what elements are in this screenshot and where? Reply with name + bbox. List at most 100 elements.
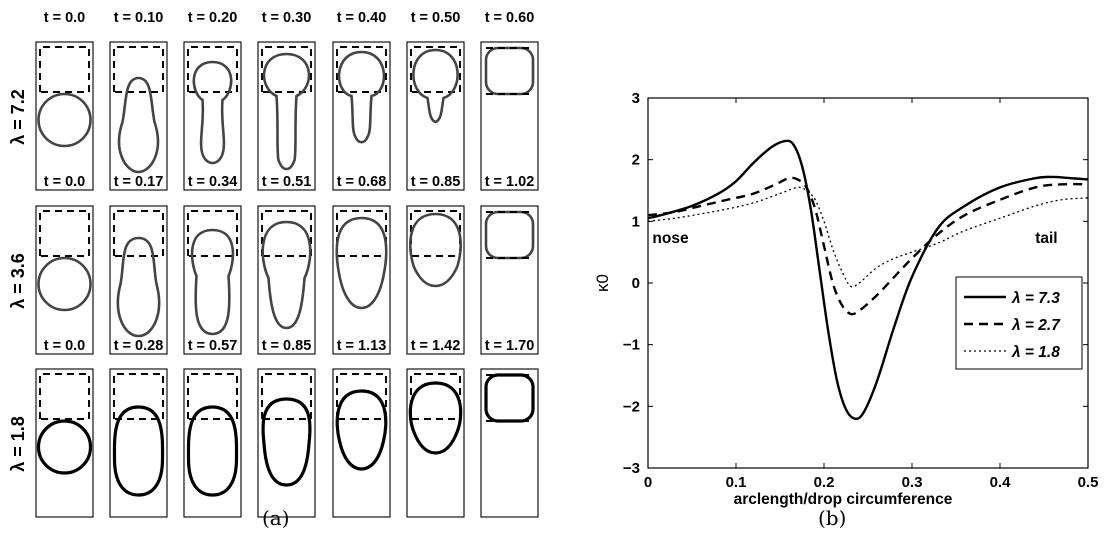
dashed-outline: [336, 210, 387, 257]
drop-shape: [484, 210, 535, 260]
frame-box: [406, 368, 465, 518]
annotation: tail: [1035, 230, 1057, 247]
panel-a-caption: (a): [262, 506, 290, 530]
dashed-outline: [336, 46, 387, 93]
dashed-outline: [261, 46, 312, 93]
frame-box: [183, 205, 242, 355]
lambda-row-label: λ = 3.6: [8, 253, 28, 309]
frame-box: [257, 368, 316, 518]
frame-box: [35, 41, 94, 191]
y-axis-label: κ0: [593, 274, 612, 292]
drop-shape: [192, 60, 233, 165]
dashed-outline: [261, 210, 312, 257]
drop-shape: [190, 228, 235, 336]
legend-label: λ = 1.8: [1011, 344, 1060, 361]
drop-shape: [262, 52, 311, 171]
drop-shape-grid: λ = 7.2 t = 0.0 t = 0.10 t = 0.20 t = 0.30 t …: [8, 10, 539, 518]
time-label: t = 0.34: [188, 174, 238, 190]
time-label: t = 0.30: [262, 10, 312, 26]
time-label: t = 0.0: [44, 338, 86, 354]
lambda-row-label: λ = 7.2: [8, 89, 28, 145]
frame-box: [332, 368, 391, 518]
drop-shape: [335, 389, 388, 471]
frame-box: [183, 41, 242, 191]
frame-box: [406, 41, 465, 191]
dashed-outline: [486, 47, 533, 95]
frame-box: [35, 368, 94, 518]
curvature-chart: 0 0.1 0.2 0.3 0.4 0.5 3 2 1 0 −1 −2 −3 arclength/drop…: [593, 90, 1098, 508]
drop-shape: [408, 381, 463, 455]
x-tick-label: 0.2: [814, 474, 835, 491]
dashed-outline: [39, 46, 90, 93]
frame-box: [480, 368, 539, 518]
y-tick-label: 1: [632, 213, 640, 230]
dashed-outline: [336, 373, 387, 420]
panel-a-drop-shapes: λ = 7.2 t = 0.0 t = 0.10 t = 0.20 t = 0.30 t …: [0, 0, 560, 536]
time-label: t = 0.10: [114, 10, 164, 26]
frame-box: [35, 205, 94, 355]
dashed-outline: [187, 210, 238, 257]
dashed-outline: [486, 211, 533, 259]
drop-row: λ = 1.8 t = 0.0 t = 0.28 t = 0.57 t = 0.85 t …: [8, 338, 539, 518]
time-label: t = 0.57: [188, 338, 238, 354]
drop-shape: [412, 48, 459, 124]
time-label: t = 0.60: [485, 10, 535, 26]
dashed-outline: [187, 373, 238, 420]
x-tick-label: 0.1: [726, 474, 747, 491]
x-tick-label: 0.4: [990, 474, 1012, 491]
drop-row: λ = 7.2 t = 0.0 t = 0.10 t = 0.20 t = 0.30 t …: [8, 10, 539, 191]
drop-shape: [186, 405, 239, 497]
dashed-outline: [410, 46, 461, 93]
y-tick-label: −2: [623, 398, 640, 415]
time-label: t = 0.40: [337, 10, 387, 26]
frame-box: [480, 205, 539, 355]
drop-shape: [484, 373, 535, 423]
drop-shape: [409, 212, 462, 288]
drop-shape: [37, 92, 92, 148]
dashed-outline: [39, 210, 90, 257]
frame-box: [183, 368, 242, 518]
time-label: t = 0.20: [188, 10, 238, 26]
x-tick-label: 0.3: [902, 474, 923, 491]
dashed-outline: [410, 210, 461, 257]
y-tick-label: 2: [632, 152, 640, 169]
time-label: t = 0.0: [44, 10, 86, 26]
frame-box: [109, 41, 168, 191]
time-label: t = 0.51: [262, 174, 312, 190]
dashed-outline: [39, 373, 90, 420]
dashed-outline: [261, 373, 312, 420]
legend-label: λ = 2.7: [1011, 317, 1061, 334]
dashed-outline: [113, 46, 164, 93]
series-line: [648, 176, 1088, 316]
time-label: t = 0.17: [114, 174, 164, 190]
time-label: t = 1.42: [411, 338, 461, 354]
frame-box: [480, 41, 539, 191]
time-label: t = 0.85: [262, 338, 312, 354]
time-label: t = 0.0: [44, 174, 86, 190]
y-tick-label: −1: [623, 337, 640, 354]
drop-shape: [117, 76, 160, 174]
drop-shape: [112, 405, 165, 497]
time-label: t = 0.85: [411, 174, 461, 190]
drop-shape: [37, 256, 92, 312]
drop-shape: [116, 236, 161, 338]
frame-box: [257, 205, 316, 355]
y-tick-label: 3: [632, 90, 640, 107]
frame-box: [332, 205, 391, 355]
time-label: t = 1.13: [337, 338, 387, 354]
x-axis-label: arclength/drop circumference: [734, 491, 953, 508]
dashed-outline: [486, 374, 533, 422]
panel-b-curvature-chart: 0 0.1 0.2 0.3 0.4 0.5 3 2 1 0 −1 −2 −3 arclength/drop…: [560, 0, 1118, 536]
drop-shape: [484, 46, 535, 96]
drop-shape: [261, 397, 312, 487]
legend-label: λ = 7.3: [1011, 290, 1060, 307]
drop-row: λ = 3.6 t = 0.0 t = 0.17 t = 0.34 t = 0.51 t …: [8, 174, 539, 355]
series-line: [648, 139, 1088, 421]
frame-box: [406, 205, 465, 355]
drop-shape: [335, 216, 388, 310]
dashed-outline: [410, 373, 461, 420]
time-label: t = 0.28: [114, 338, 164, 354]
dashed-outline: [113, 373, 164, 420]
frame-box: [332, 41, 391, 191]
time-label: t = 0.68: [337, 174, 387, 190]
